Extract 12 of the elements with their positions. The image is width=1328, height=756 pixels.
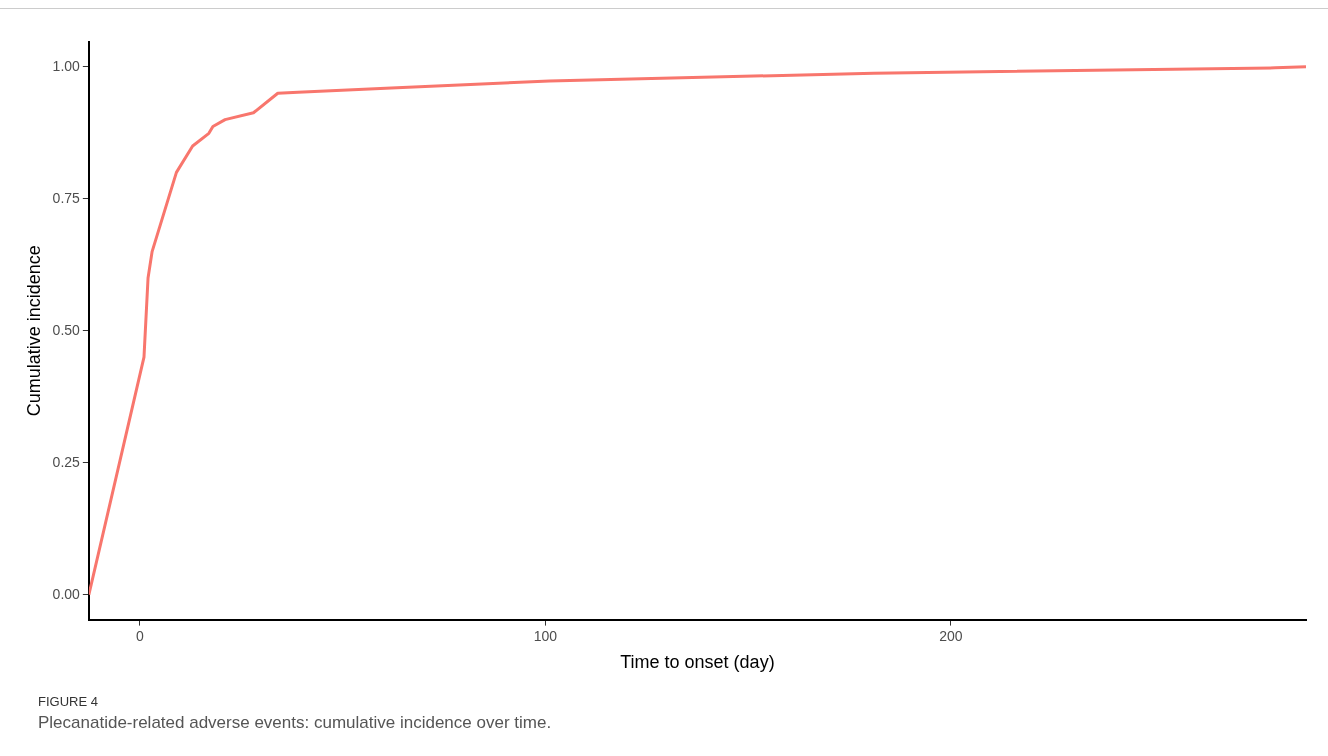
x-tick-label: 100 bbox=[533, 627, 558, 644]
x-axis-title: Time to onset (day) bbox=[620, 652, 775, 673]
x-tick-label: 200 bbox=[939, 627, 963, 644]
y-tick-label: 0.25 bbox=[52, 453, 81, 470]
y-tick-label: 0.50 bbox=[52, 321, 81, 338]
text: Plecanatide-related adverse events: cumulative incidence over time. bbox=[38, 713, 552, 733]
y-axis-title: Cumulative incidence bbox=[23, 245, 44, 417]
y-tick-label: 0.75 bbox=[52, 189, 81, 206]
y-tick-label: 0.00 bbox=[52, 585, 81, 602]
caption: FIGURE 4 bbox=[38, 694, 99, 709]
x-tick-label: 0 bbox=[136, 627, 145, 644]
y-tick-label: 1.00 bbox=[52, 57, 81, 74]
